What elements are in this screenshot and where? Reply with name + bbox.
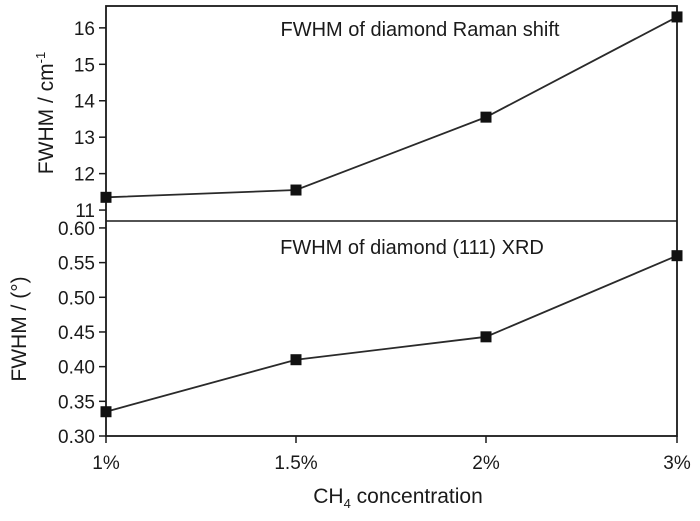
x-tick-label: 3% (663, 453, 691, 474)
data-point-marker (100, 191, 112, 203)
xrd-panel: 0.30 0.35 0.40 0.45 0.50 0.55 0.60 FWHM / (°) FW… (8, 219, 683, 448)
y-tick-label: 13 (74, 128, 95, 149)
data-point-marker (480, 331, 492, 343)
y-tick-label: 16 (74, 19, 95, 40)
y-tick-label: 0.45 (58, 323, 95, 344)
y-tick-label: 0.35 (58, 392, 95, 413)
data-point-marker (671, 11, 683, 23)
y-tick-label: 15 (74, 55, 95, 76)
data-point-marker (290, 354, 302, 366)
y-tick-label: 12 (74, 165, 95, 186)
y-tick-label: 0.30 (58, 427, 95, 448)
y-tick-label: 0.60 (58, 219, 95, 240)
y-tick-label: 0.40 (58, 358, 95, 379)
y-tick-label: 14 (74, 92, 96, 113)
data-point-marker (100, 406, 112, 418)
raman-panel: 11 12 13 14 15 16 FWHM / cm-1 FWHM of diamond R… (33, 11, 683, 222)
series-line (105, 254, 678, 413)
x-axis-title-subscript: 4 (344, 496, 351, 511)
y-axis-title: FWHM / cm-1 (33, 52, 58, 174)
y-axis-title: FWHM / (°) (8, 276, 31, 381)
y-axis-title-superscript: -1 (33, 52, 48, 64)
data-point-marker (480, 111, 492, 123)
y-axis-title-main: FWHM / (°) (8, 276, 31, 381)
x-tick-label: 1% (92, 453, 120, 474)
data-point-marker (290, 184, 302, 196)
y-tick-label: 0.55 (58, 254, 95, 275)
x-axis-title-main: CH (313, 485, 343, 508)
panel-title: FWHM of diamond (111) XRD (280, 237, 544, 259)
y-axis-title-main: FWHM / cm (35, 63, 58, 174)
panel-title: FWHM of diamond Raman shift (281, 19, 560, 41)
chart-root: 1% 1.5% 2% 3% 11 12 13 14 15 16 FWHM / cm-1 FWHM of… (8, 5, 691, 474)
x-axis-title: CH4 concentration (313, 485, 483, 511)
data-point-marker (671, 250, 683, 262)
x-tick-label: 1.5% (274, 453, 317, 474)
x-axis-title-rest: concentration (351, 485, 483, 508)
series-line (105, 16, 678, 199)
y-tick-label: 0.50 (58, 288, 95, 309)
y-tick-label: 11 (75, 201, 95, 222)
x-tick-label: 2% (472, 453, 500, 474)
